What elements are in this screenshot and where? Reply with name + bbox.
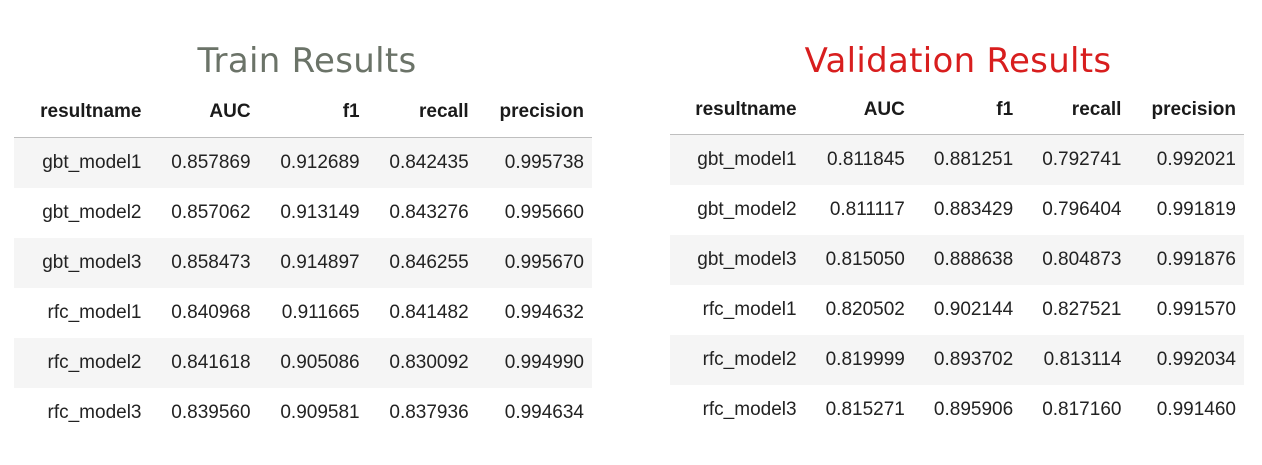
table-row: gbt_model2 0.857062 0.913149 0.843276 0.9956… [14,188,592,238]
table-cell-f1: 0.909581 [258,388,368,438]
table-cell-recall: 0.843276 [367,188,477,238]
table-cell-auc: 0.841618 [149,338,259,388]
column-header-recall: recall [367,86,477,138]
table-cell-precision: 0.995670 [476,238,592,288]
table-cell-auc: 0.819999 [804,335,913,385]
table-cell-f1: 0.895906 [912,385,1022,435]
table-cell-recall: 0.842435 [367,137,477,188]
table-cell-precision: 0.995738 [476,137,592,188]
table-cell-resultname: gbt_model3 [14,238,150,288]
table-cell-resultname: rfc_model3 [670,385,805,435]
table-cell-resultname: rfc_model1 [670,285,805,335]
table-row: gbt_model2 0.811117 0.883429 0.796404 0.9918… [670,185,1244,235]
table-cell-f1: 0.888638 [912,235,1022,285]
table-cell-auc: 0.857869 [149,137,259,188]
table-cell-precision: 0.991819 [1129,185,1244,235]
table-row: rfc_model1 0.840968 0.911665 0.841482 0.9946… [14,288,592,338]
column-header-resultname: resultname [14,86,150,138]
table-cell-resultname: gbt_model2 [670,185,805,235]
table-cell-f1: 0.902144 [912,285,1022,335]
table-row: gbt_model3 0.815050 0.888638 0.804873 0.9918… [670,235,1244,285]
table-cell-resultname: rfc_model1 [14,288,150,338]
table-row: rfc_model1 0.820502 0.902144 0.827521 0.9915… [670,285,1244,335]
table-cell-auc: 0.815050 [804,235,913,285]
table-cell-auc: 0.820502 [804,285,913,335]
table-cell-recall: 0.830092 [367,338,477,388]
table-cell-f1: 0.905086 [258,338,368,388]
table-cell-f1: 0.911665 [258,288,368,338]
table-cell-f1: 0.914897 [258,238,368,288]
table-cell-resultname: gbt_model1 [14,137,150,188]
table-cell-precision: 0.991460 [1129,385,1244,435]
table-cell-precision: 0.992021 [1129,134,1244,185]
table-cell-resultname: gbt_model3 [670,235,805,285]
train-results-title: Train Results [197,41,417,81]
table-cell-precision: 0.992034 [1129,335,1244,385]
table-row: gbt_model3 0.858473 0.914897 0.846255 0.9956… [14,238,592,288]
table-cell-recall: 0.841482 [367,288,477,338]
column-header-auc: AUC [149,86,259,138]
table-cell-auc: 0.815271 [804,385,913,435]
table-cell-recall: 0.846255 [367,238,477,288]
table-cell-recall: 0.796404 [1021,185,1130,235]
table-cell-precision: 0.991570 [1129,285,1244,335]
column-header-precision: precision [1129,86,1244,135]
table-row: gbt_model1 0.811845 0.881251 0.792741 0.9920… [670,134,1244,185]
table-cell-auc: 0.858473 [149,238,259,288]
table-cell-precision: 0.995660 [476,188,592,238]
table-cell-recall: 0.804873 [1021,235,1130,285]
validation-results-table: resultname AUC f1 recall precision gbt_model… [670,86,1244,435]
validation-results-panel: Validation Results resultname AUC f1 recall… [670,36,1244,435]
table-cell-precision: 0.991876 [1129,235,1244,285]
table-cell-recall: 0.837936 [367,388,477,438]
table-cell-precision: 0.994990 [476,338,592,388]
table-cell-recall: 0.813114 [1021,335,1130,385]
table-cell-auc: 0.857062 [149,188,259,238]
table-cell-f1: 0.883429 [912,185,1022,235]
table-cell-f1: 0.913149 [258,188,368,238]
column-header-recall: recall [1021,86,1130,135]
table-cell-auc: 0.840968 [149,288,259,338]
table-cell-precision: 0.994632 [476,288,592,338]
table-cell-f1: 0.881251 [912,134,1022,185]
table-row: rfc_model2 0.841618 0.905086 0.830092 0.9949… [14,338,592,388]
table-cell-auc: 0.811845 [804,134,913,185]
table-header-row: resultname AUC f1 recall precision [14,86,592,138]
table-cell-auc: 0.811117 [804,185,913,235]
table-cell-resultname: rfc_model3 [14,388,150,438]
table-header-row: resultname AUC f1 recall precision [670,86,1244,135]
table-cell-resultname: gbt_model1 [670,134,805,185]
table-row: rfc_model3 0.815271 0.895906 0.817160 0.9914… [670,385,1244,435]
table-cell-resultname: rfc_model2 [14,338,150,388]
table-cell-f1: 0.912689 [258,137,368,188]
train-results-table: resultname AUC f1 recall precision gbt_model… [14,86,592,438]
column-header-f1: f1 [912,86,1022,135]
table-row: rfc_model2 0.819999 0.893702 0.813114 0.9920… [670,335,1244,385]
train-results-panel: Train Results resultname AUC f1 recall preci… [14,36,592,438]
table-cell-precision: 0.994634 [476,388,592,438]
table-cell-recall: 0.817160 [1021,385,1130,435]
table-cell-resultname: rfc_model2 [670,335,805,385]
table-cell-resultname: gbt_model2 [14,188,150,238]
table-cell-recall: 0.792741 [1021,134,1130,185]
table-row: rfc_model3 0.839560 0.909581 0.837936 0.9946… [14,388,592,438]
column-header-auc: AUC [804,86,913,135]
column-header-precision: precision [476,86,592,138]
column-header-f1: f1 [258,86,368,138]
validation-results-title: Validation Results [804,41,1112,81]
table-cell-recall: 0.827521 [1021,285,1130,335]
column-header-resultname: resultname [670,86,805,135]
table-cell-auc: 0.839560 [149,388,259,438]
table-row: gbt_model1 0.857869 0.912689 0.842435 0.9957… [14,137,592,188]
table-cell-f1: 0.893702 [912,335,1022,385]
